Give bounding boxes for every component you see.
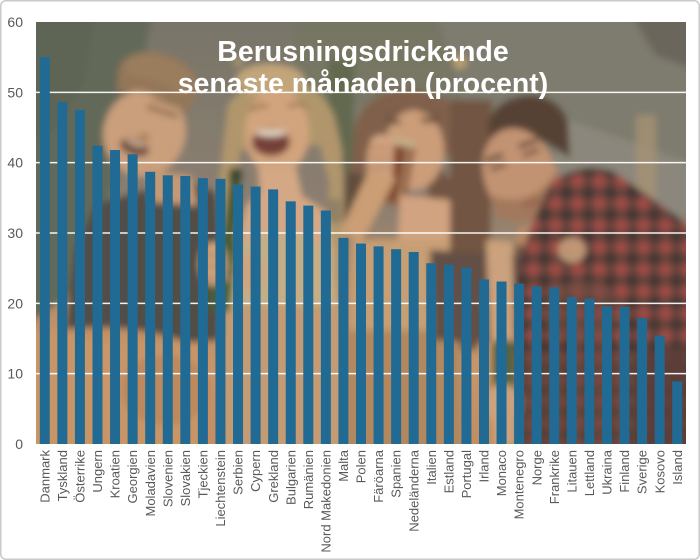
svg-text:Slovenien: Slovenien	[160, 450, 175, 507]
svg-text:Polen: Polen	[354, 450, 369, 483]
svg-text:Kosovo: Kosovo	[652, 450, 667, 493]
svg-text:60: 60	[7, 14, 23, 30]
svg-text:40: 40	[7, 155, 23, 171]
svg-text:Slovakien: Slovakien	[178, 450, 193, 506]
svg-text:Litauen: Litauen	[564, 450, 579, 493]
svg-text:Tjeckien: Tjeckien	[195, 450, 210, 498]
svg-text:Ukraina: Ukraina	[600, 449, 615, 495]
svg-text:Nord Makedonien: Nord Makedonien	[318, 450, 333, 553]
svg-text:Danmark: Danmark	[37, 450, 52, 503]
svg-text:Italien: Italien	[424, 450, 439, 485]
svg-text:Nedeländerna: Nedeländerna	[406, 449, 421, 531]
svg-text:20: 20	[7, 295, 23, 311]
svg-text:Cypern: Cypern	[248, 450, 263, 492]
svg-text:Bulgarien: Bulgarien	[283, 450, 298, 505]
svg-text:Serbien: Serbien	[231, 450, 246, 495]
svg-text:Grekland: Grekland	[266, 450, 281, 503]
svg-text:Montenegro: Montenegro	[512, 450, 527, 519]
svg-text:Estland: Estland	[441, 450, 456, 493]
svg-text:Färöarna: Färöarna	[371, 449, 386, 503]
svg-text:Frankrike: Frankrike	[547, 450, 562, 504]
svg-text:Kroatien: Kroatien	[108, 450, 123, 498]
svg-text:Malta: Malta	[336, 449, 351, 482]
svg-text:Liechtenstein: Liechtenstein	[213, 450, 228, 527]
svg-text:50: 50	[7, 84, 23, 100]
svg-text:Lettland: Lettland	[582, 450, 597, 496]
svg-text:Island: Island	[670, 450, 685, 485]
svg-text:Norge: Norge	[529, 450, 544, 485]
svg-text:Österrike: Österrike	[73, 450, 88, 503]
svg-text:Berusningsdrickande: Berusningsdrickande	[217, 36, 508, 68]
svg-text:30: 30	[7, 225, 23, 241]
svg-text:Sverige: Sverige	[635, 450, 650, 494]
svg-text:0: 0	[15, 436, 23, 452]
svg-text:Georgien: Georgien	[125, 450, 140, 503]
svg-text:Irland: Irland	[477, 450, 492, 483]
svg-text:Finland: Finland	[617, 450, 632, 493]
svg-text:Ungern: Ungern	[90, 450, 105, 493]
svg-text:Tyskland: Tyskland	[55, 450, 70, 501]
svg-text:Monaco: Monaco	[494, 450, 509, 496]
svg-text:Spanien: Spanien	[389, 450, 404, 498]
svg-text:10: 10	[7, 366, 23, 382]
svg-text:Rumänien: Rumänien	[301, 450, 316, 509]
svg-text:senaste månaden (procent): senaste månaden (procent)	[178, 68, 549, 100]
svg-text:Moladavien: Moladavien	[143, 450, 158, 517]
svg-text:Portugal: Portugal	[459, 450, 474, 499]
